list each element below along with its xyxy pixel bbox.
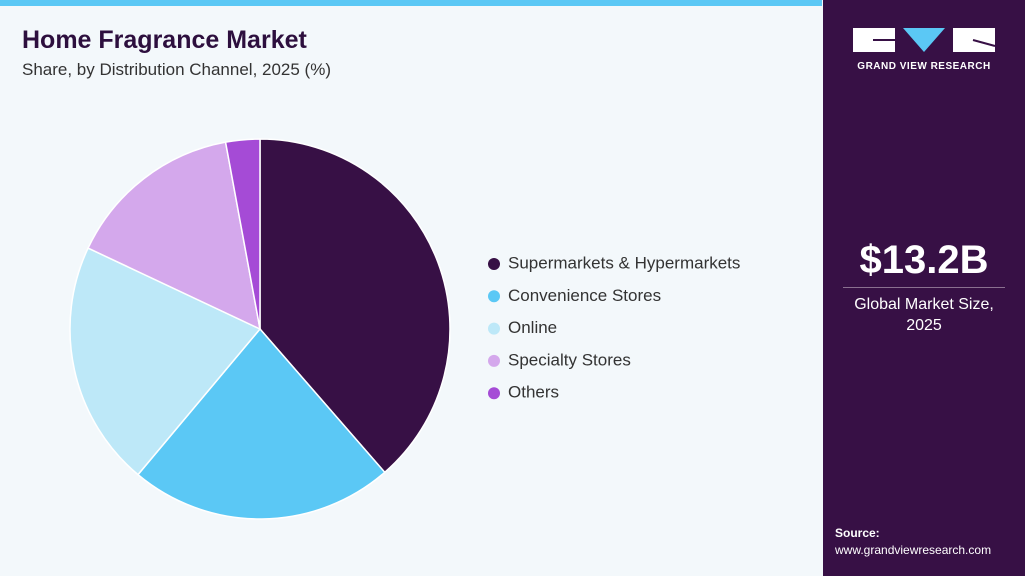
legend-label: Supermarkets & Hypermarkets [508, 253, 740, 272]
chart: Supermarkets & Hypermarkets Convenience S… [69, 138, 740, 520]
pie-slice [87, 141, 262, 331]
legend-label: Convenience Stores [508, 286, 661, 305]
top-bar [0, 0, 822, 6]
logo [853, 28, 996, 52]
divider [843, 287, 1005, 288]
pie-slice [259, 138, 451, 474]
pie-slice [136, 327, 386, 520]
legend-marker [488, 354, 500, 367]
logo-stroke [972, 39, 996, 47]
logo-triangle [903, 28, 945, 52]
source-label: Source: [835, 526, 880, 540]
legend-label: Specialty Stores [508, 350, 631, 369]
legend-label: Online [508, 318, 557, 337]
source-url: www.grandviewresearch.com [835, 543, 992, 557]
brand: GRAND VIEW RESEARCH [857, 61, 991, 72]
legend-marker [488, 290, 500, 303]
chart-title: Home Fragrance Market [22, 26, 307, 54]
pie-slice [69, 247, 262, 476]
pie-slice [224, 138, 261, 330]
legend-marker [488, 322, 500, 335]
market-size-label: Global Market Size, 2025 [854, 296, 994, 334]
market-size: $13.2B [859, 238, 989, 282]
side-panel: GRAND VIEW RESEARCH $13.2B Global Market… [823, 0, 1025, 576]
legend-marker [488, 387, 500, 400]
legend-label: Others [508, 383, 559, 402]
chart-subtitle: Share, by Distribution Channel, 2025 (%) [22, 60, 331, 79]
legend-marker [488, 258, 500, 270]
